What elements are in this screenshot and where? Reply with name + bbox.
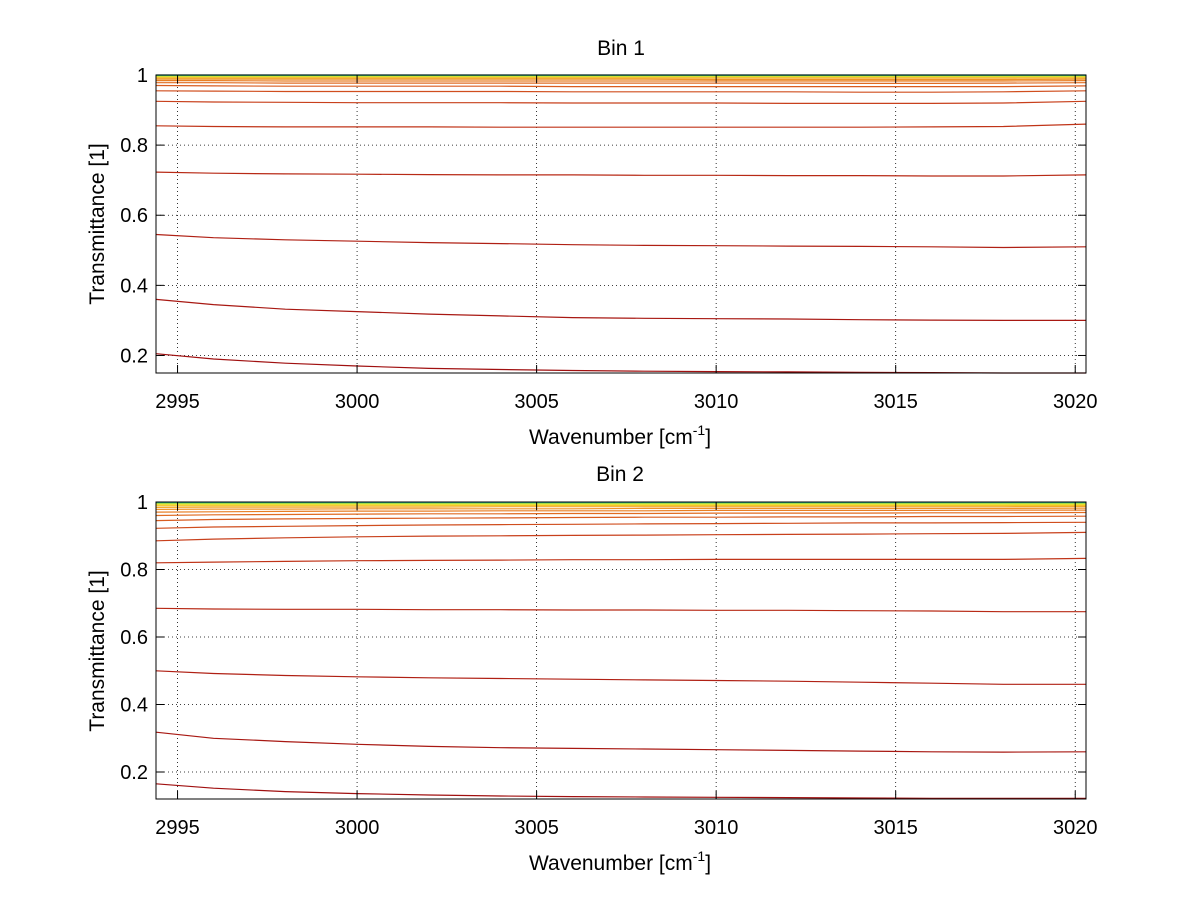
series-line-c7: [155, 521, 1087, 529]
x-tick-label: 3005: [514, 817, 559, 839]
series-line-c1: [155, 783, 1086, 799]
y-tick-label: 0.4: [120, 275, 148, 297]
x-tick-label: 3020: [1053, 817, 1098, 839]
axes-box: [155, 501, 1087, 800]
y-tick-label: 0.8: [120, 560, 148, 582]
y-tick-label: 0.4: [120, 695, 148, 717]
x-tick-label: 3020: [1053, 391, 1098, 413]
series-line-c3: [155, 670, 1086, 685]
chart-bin-1: Bin 1 2995 3000 3005 3010 3015 3020 0.2 0.4 0.6 0…: [86, 37, 1097, 449]
x-tick-label: 3010: [694, 817, 739, 839]
series-line-c6: [155, 531, 1087, 542]
series-line-c5: [155, 123, 1087, 128]
series-line-c10: [155, 509, 1086, 513]
series-line-c3: [155, 233, 1087, 249]
series-line-c12: [155, 505, 1087, 508]
series-line-c9: [155, 511, 1087, 517]
series-line-c4: [155, 607, 1086, 613]
series-line-c6: [155, 100, 1087, 105]
series-line-c9: [156, 82, 1087, 85]
series-line-c8: [155, 84, 1087, 88]
x-tick-label: 2995: [155, 817, 200, 839]
series-line-c5: [155, 557, 1087, 564]
axis-ticks: 2995 3000 3005 3010 3015 3020 0.2 0.4 0.6 0.8 1: [120, 65, 1097, 413]
x-tick-label: 3005: [514, 391, 559, 413]
axis-ticks: 2995 3000 3005 3010 3015 3020 0.2 0.4 0.6 0.8 1: [120, 492, 1097, 839]
x-tick-label: 3000: [335, 391, 380, 413]
y-axis-label: Transmittance [1]: [86, 143, 109, 304]
x-tick-label: 3000: [335, 817, 380, 839]
y-tick-label: 0.2: [120, 345, 148, 367]
axes-box: [155, 74, 1087, 374]
series-line-c11: [155, 507, 1087, 510]
y-tick-label: 0.6: [120, 205, 148, 227]
x-tick-label: 3015: [873, 817, 918, 839]
x-axis-label: Wavenumber [cm-1]: [529, 848, 711, 875]
y-tick-label: 0.8: [120, 135, 148, 157]
series-line-c8: [155, 515, 1087, 522]
series-line-c4: [155, 171, 1087, 177]
y-tick-label: 1: [137, 492, 148, 514]
x-tick-label: 3010: [694, 391, 739, 413]
x-tick-label: 3015: [873, 391, 918, 413]
series-line-c7: [155, 90, 1087, 93]
y-tick-label: 0.6: [120, 627, 148, 649]
chart-bin-2: Bin 2 2995 3000 3005 3010 3015 3020 0.2 0.4 0.6 0…: [86, 463, 1097, 875]
x-tick-label: 2995: [155, 391, 200, 413]
series-line-c2: [155, 298, 1086, 321]
y-tick-label: 1: [137, 65, 148, 87]
y-tick-label: 0.2: [120, 762, 148, 784]
y-axis-label: Transmittance [1]: [86, 570, 109, 731]
series-line-c2: [155, 731, 1087, 753]
chart-title: Bin 2: [596, 463, 644, 486]
x-axis-label: Wavenumber [cm-1]: [529, 422, 711, 449]
chart-title: Bin 1: [597, 37, 645, 60]
